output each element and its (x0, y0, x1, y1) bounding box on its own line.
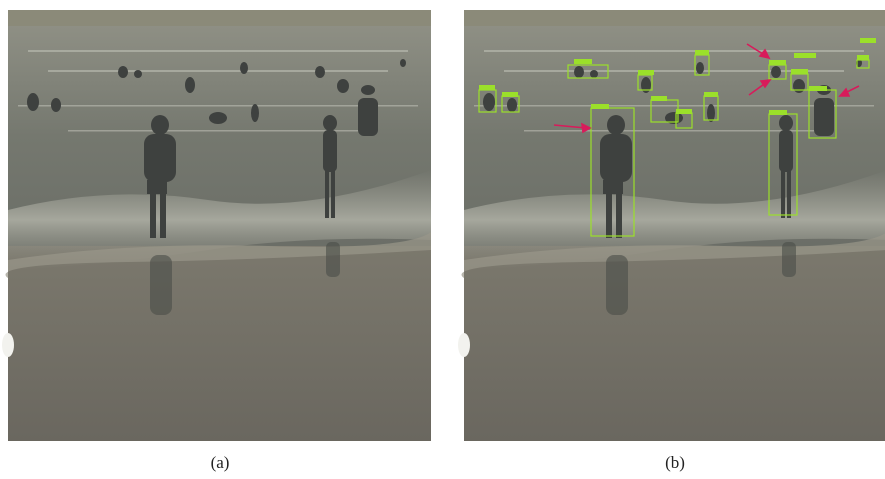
photo-original (2, 10, 431, 441)
caption: (b) (665, 453, 685, 472)
photo-detections (458, 10, 885, 441)
figure: (a) (b) (0, 0, 885, 479)
caption: (a) (211, 453, 230, 472)
